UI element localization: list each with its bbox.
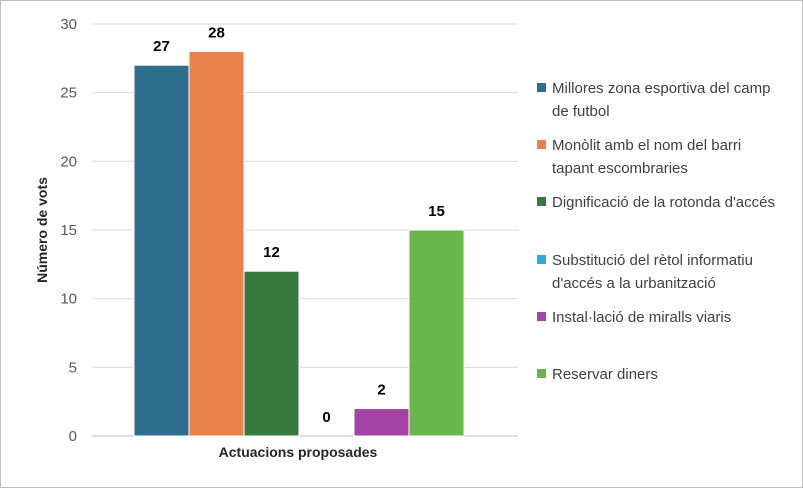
bar	[133, 64, 190, 437]
bar	[188, 50, 245, 437]
legend-label: Dignificació de la rotonda d'accés	[552, 194, 775, 211]
legend-swatch	[537, 255, 546, 264]
data-label: 28	[208, 24, 225, 41]
data-labels: 27 28 12 0 2 15	[153, 24, 445, 426]
legend-label: Substitució del rètol informatiu d'accés…	[552, 252, 753, 292]
legend-swatch	[537, 140, 546, 149]
legend-label: Monòlit amb el nom del barri tapant esco…	[552, 137, 742, 177]
y-tick-label: 5	[69, 359, 77, 376]
legend-item: Monòlit amb el nom del barri tapant esco…	[537, 134, 777, 180]
legend-item: Reservar diners	[537, 363, 777, 386]
bars	[133, 50, 465, 437]
legend-item: Millores zona esportiva del camp de futb…	[537, 77, 777, 123]
data-label: 12	[263, 244, 280, 261]
legend-item: Instal·lació de miralls viaris	[537, 306, 777, 329]
bar	[243, 270, 300, 437]
legend-swatch	[537, 83, 546, 92]
y-axis-title: Número de vots	[34, 177, 50, 283]
legend-swatch	[537, 197, 546, 206]
legend-label: Millores zona esportiva del camp de futb…	[552, 80, 771, 120]
y-tick-label: 20	[60, 153, 77, 170]
data-label: 15	[428, 203, 445, 220]
legend-label: Instal·lació de miralls viaris	[552, 309, 732, 326]
y-tick-label: 30	[60, 16, 77, 33]
legend-swatch	[537, 369, 546, 378]
legend-label: Reservar diners	[552, 366, 658, 383]
y-tick-labels: 0 5 10 15 20 25 30	[60, 16, 77, 445]
y-tick-label: 25	[60, 85, 77, 102]
y-tick-label: 0	[69, 428, 77, 445]
legend-item: Substitució del rètol informatiu d'accés…	[537, 249, 777, 295]
x-axis-title: Actuacions proposades	[219, 444, 378, 460]
data-label: 0	[322, 409, 330, 426]
data-label: 2	[377, 382, 385, 399]
bar	[353, 408, 410, 437]
y-tick-label: 15	[60, 222, 77, 239]
data-label: 27	[153, 38, 170, 55]
legend-item: Dignificació de la rotonda d'accés	[537, 191, 777, 214]
bar	[408, 229, 465, 437]
legend-swatch	[537, 312, 546, 321]
y-tick-label: 10	[60, 291, 77, 308]
